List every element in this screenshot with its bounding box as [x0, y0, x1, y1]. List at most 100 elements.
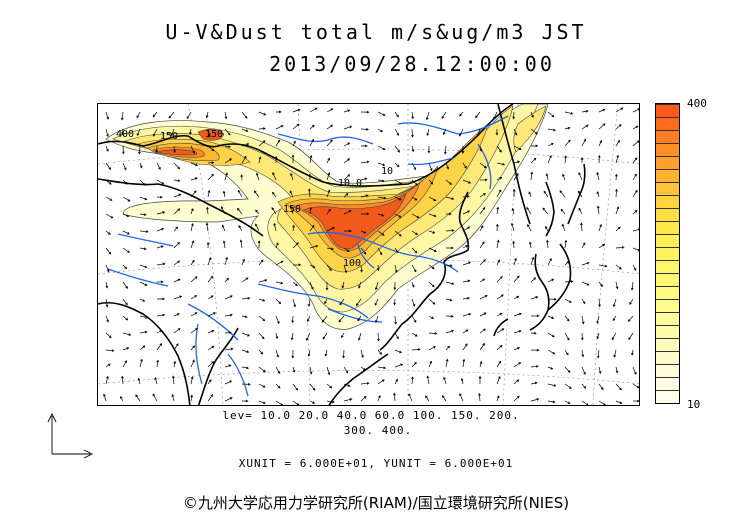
wind-arrow — [291, 349, 295, 359]
wind-arrow — [428, 346, 436, 351]
wind-arrow — [292, 108, 301, 113]
wind-arrow — [596, 332, 600, 340]
wind-arrow — [309, 383, 316, 391]
wind-arrow — [632, 189, 638, 198]
wind-arrow — [581, 242, 586, 249]
wind-arrow — [357, 315, 362, 322]
wind-arrow — [360, 381, 370, 385]
wind-arrow — [547, 111, 555, 118]
wind-arrow — [581, 298, 586, 305]
wind-arrow — [630, 281, 634, 291]
wind-arrow — [258, 111, 267, 116]
wind-arrow — [122, 315, 129, 321]
wind-arrow — [411, 376, 414, 385]
wind-arrow — [564, 400, 571, 404]
wind-arrow — [326, 366, 331, 376]
wind-arrow — [155, 145, 158, 153]
wind-arrow — [446, 212, 452, 216]
wind-arrow — [224, 347, 234, 351]
wind-arrow — [526, 206, 532, 215]
wind-arrow — [394, 315, 397, 325]
wind-arrow — [224, 256, 228, 266]
wind-arrow — [290, 332, 294, 341]
wind-arrow — [258, 332, 265, 340]
wind-arrow — [344, 229, 352, 233]
wind-arrow — [258, 349, 264, 355]
wind-arrow — [411, 247, 418, 254]
wind-arrow — [510, 222, 515, 232]
wind-arrow — [428, 315, 435, 319]
wind-arrow — [139, 330, 148, 334]
wind-arrow — [377, 230, 385, 236]
wind-arrow — [139, 162, 143, 169]
wind-arrow — [462, 179, 472, 184]
wind-arrow — [496, 395, 500, 402]
wind-arrow — [428, 264, 435, 270]
wind-arrow — [121, 128, 124, 136]
wind-arrow — [547, 154, 552, 164]
wind-arrow — [105, 298, 109, 308]
wind-arrow — [496, 312, 503, 317]
dust-plumes — [105, 104, 549, 330]
color-scale-segment — [656, 117, 679, 131]
wind-arrow — [581, 109, 589, 113]
wind-arrow — [122, 145, 125, 155]
wind-arrow — [139, 345, 146, 351]
wind-arrow — [326, 172, 331, 181]
wind-arrow — [339, 298, 345, 306]
wind-arrow — [459, 111, 464, 117]
color-scale-segment — [656, 377, 679, 391]
wind-arrow — [173, 162, 180, 170]
wind-arrow — [324, 349, 328, 357]
color-scale-segment — [656, 338, 679, 352]
contour-label: 400 — [116, 129, 134, 140]
wind-arrow — [475, 111, 481, 119]
wind-arrow — [596, 191, 600, 198]
wind-arrow — [241, 296, 251, 300]
wind-arrow — [426, 128, 430, 136]
wind-arrow — [376, 264, 380, 272]
wind-arrow — [442, 128, 447, 135]
wind-arrow — [224, 145, 232, 148]
wind-arrow — [408, 393, 413, 402]
coastlines — [98, 104, 586, 405]
wind-arrow — [512, 240, 515, 249]
wind-arrow — [377, 162, 386, 166]
wind-arrow — [135, 394, 141, 402]
wind-arrow — [479, 328, 486, 334]
wind-arrow — [513, 295, 520, 300]
wind-arrow — [615, 383, 622, 391]
wind-arrow — [173, 295, 183, 300]
wind-arrow — [275, 139, 281, 147]
wind-arrow — [528, 191, 532, 198]
wind-arrow — [324, 298, 328, 305]
wind-arrow — [189, 128, 192, 136]
wind-arrow — [513, 160, 521, 164]
wind-arrow — [173, 226, 178, 232]
wind-arrow — [462, 358, 466, 368]
wind-arrow — [343, 264, 348, 274]
contour-label: 10 — [381, 166, 393, 177]
wind-arrow — [462, 329, 469, 334]
wind-arrow — [122, 179, 128, 185]
wind-arrow — [190, 208, 194, 215]
wind-arrow — [152, 393, 158, 402]
wind-arrow — [478, 375, 482, 384]
wind-arrow — [374, 298, 379, 306]
wind-arrow — [292, 140, 296, 147]
wind-arrow — [190, 345, 195, 351]
wind-arrow — [122, 230, 130, 235]
color-scale-segment — [656, 325, 679, 339]
wind-arrow — [173, 145, 176, 154]
color-scale-bar — [655, 103, 680, 404]
wind-arrow — [530, 277, 537, 283]
wind-arrow — [241, 258, 245, 266]
wind-arrow — [306, 315, 311, 322]
wind-arrow — [377, 247, 383, 256]
title-line-2: 2013/09/28.12:00:00 — [269, 52, 555, 76]
color-scale-segment — [656, 195, 679, 209]
wind-arrow — [479, 241, 485, 249]
wind-arrow — [564, 315, 570, 322]
wind-arrow — [528, 241, 532, 249]
wind-arrow — [578, 172, 583, 181]
